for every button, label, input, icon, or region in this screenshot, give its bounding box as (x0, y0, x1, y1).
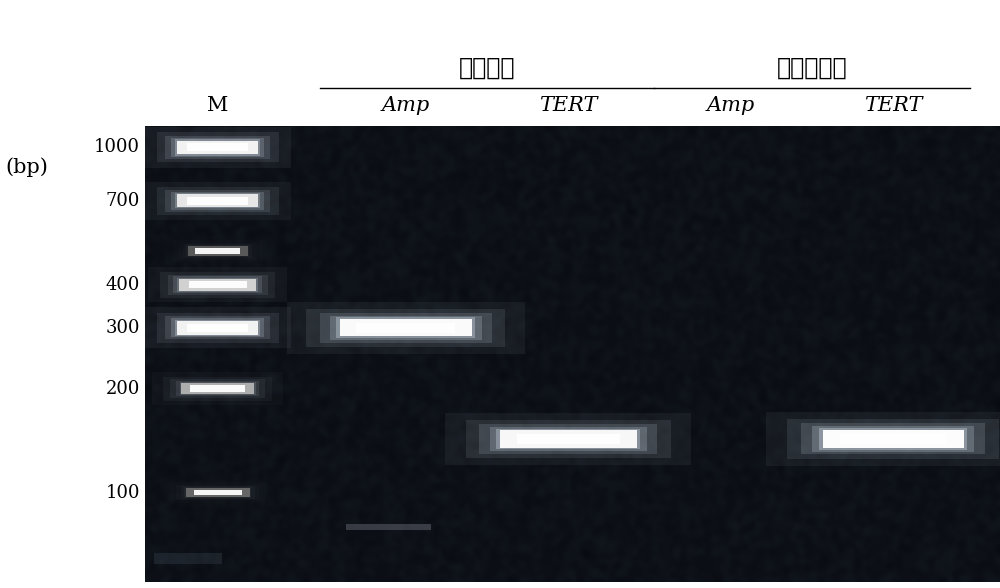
Bar (823, 430, 964, 448)
Text: 转座子整合: 转座子整合 (777, 56, 847, 79)
Bar (171, 192, 264, 210)
Bar (330, 316, 482, 340)
Bar (195, 248, 240, 254)
Bar (157, 187, 279, 215)
Text: 700: 700 (106, 192, 140, 210)
Bar (157, 132, 279, 162)
Text: 100: 100 (105, 483, 140, 502)
Bar (336, 318, 475, 338)
Bar (479, 424, 657, 453)
Bar (445, 413, 691, 465)
Bar (320, 313, 492, 343)
Bar (183, 244, 252, 258)
Text: 随机整合: 随机整合 (459, 56, 515, 79)
Bar (145, 182, 291, 220)
Bar (466, 420, 671, 458)
Bar (189, 281, 247, 288)
Text: TERT: TERT (539, 96, 597, 115)
Bar (179, 279, 256, 290)
Bar (152, 372, 283, 405)
Bar (145, 308, 291, 348)
Bar (187, 197, 248, 205)
Bar (356, 323, 455, 333)
Bar (179, 243, 257, 260)
Text: M: M (207, 96, 228, 115)
Bar (801, 423, 985, 455)
Bar (165, 316, 270, 339)
Text: 300: 300 (105, 319, 140, 337)
Bar (175, 193, 260, 209)
Bar (306, 309, 505, 347)
Bar (180, 382, 256, 395)
Bar (176, 485, 259, 500)
Bar (181, 486, 255, 499)
Bar (168, 275, 268, 295)
Bar (766, 412, 1000, 466)
Bar (177, 195, 258, 207)
Bar (490, 427, 647, 451)
Bar (812, 426, 974, 452)
Bar (165, 190, 270, 212)
Bar (184, 487, 251, 498)
Bar (500, 430, 637, 447)
Bar (186, 488, 250, 497)
Bar (148, 267, 287, 302)
Bar (194, 490, 242, 495)
Bar (177, 321, 258, 335)
Bar (173, 276, 262, 293)
Bar (177, 141, 258, 154)
Bar (175, 320, 260, 336)
Text: TERT: TERT (864, 96, 922, 115)
Bar (154, 553, 222, 564)
Text: 200: 200 (106, 380, 140, 397)
Bar (787, 419, 999, 459)
Bar (175, 139, 260, 156)
Bar (186, 245, 249, 258)
Bar (160, 272, 275, 298)
Text: Amp: Amp (707, 96, 755, 115)
Bar (163, 376, 272, 400)
Bar (170, 379, 265, 398)
Bar (171, 138, 264, 157)
Bar (164, 236, 272, 266)
Bar (187, 324, 248, 332)
Bar (188, 246, 248, 256)
Bar (171, 318, 264, 338)
Bar (187, 143, 248, 152)
Bar (181, 383, 254, 394)
Text: 400: 400 (106, 276, 140, 294)
Bar (177, 278, 258, 292)
Text: 1000: 1000 (94, 138, 140, 156)
Bar (145, 127, 291, 168)
Bar (340, 319, 472, 336)
Bar (819, 428, 967, 450)
Bar (840, 433, 946, 445)
Bar (176, 381, 259, 396)
Bar (346, 524, 431, 530)
Bar (517, 434, 620, 444)
Bar (173, 240, 263, 262)
Bar (190, 385, 245, 392)
Bar (157, 313, 279, 343)
Bar (165, 136, 270, 159)
Bar (170, 483, 266, 503)
Text: (bp): (bp) (5, 158, 48, 177)
Bar (287, 302, 525, 354)
Text: Amp: Amp (382, 96, 430, 115)
Bar (496, 429, 640, 449)
Bar (160, 479, 275, 506)
